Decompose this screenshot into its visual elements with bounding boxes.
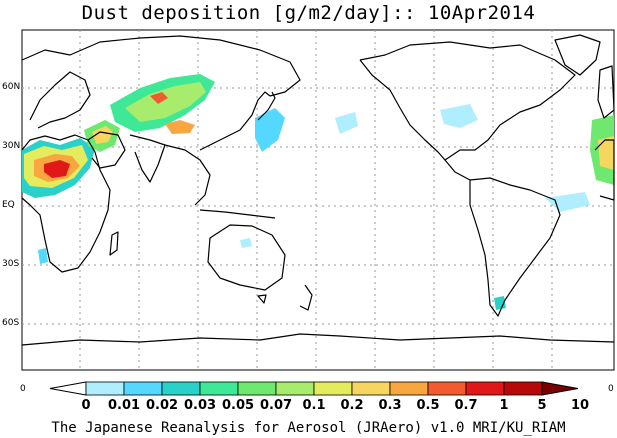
colorbar-tick-label: 0.07	[259, 398, 293, 413]
lat-label-60n: 60N	[2, 82, 21, 92]
colorbar-swatch	[123, 381, 163, 396]
coast-europe-right	[597, 65, 615, 119]
coast-japan	[257, 91, 276, 121]
coast-samerica	[469, 177, 561, 317]
coast-madagascar	[109, 231, 119, 256]
colorbar-tick-label: 5	[537, 398, 547, 413]
colorbar-swatch	[161, 381, 201, 396]
colorbar-tick-label: 0.01	[107, 398, 141, 413]
lat-label-30n: 30N	[2, 141, 21, 151]
dust-region-pacific-plume	[255, 108, 285, 152]
credit-line: The Japanese Reanalysis for Aerosol (JRA…	[51, 420, 566, 436]
map-title: Dust deposition [g/m2/day]:: 10Apr2014	[81, 2, 536, 24]
dust-region-australia	[240, 238, 252, 248]
coast-eurasia-north	[21, 35, 301, 97]
dust-region-asia-band-mid	[125, 82, 206, 122]
coast-nz	[299, 284, 313, 311]
dust-field	[22, 74, 614, 310]
colorbar-tick-label: 10	[570, 398, 590, 413]
lat-label-30s: 30S	[2, 259, 20, 269]
edge-label-right: 0	[608, 384, 614, 394]
dust-region-atlantic-east-core	[598, 136, 614, 170]
coast-africa-right	[594, 139, 615, 201]
colorbar-tick-label: 0.7	[454, 398, 478, 413]
coast-antarctica	[21, 333, 615, 346]
dust-region-namerica	[440, 104, 478, 128]
colorbar-swatch	[389, 381, 429, 396]
coast-tasmania	[257, 294, 267, 304]
coast-arabia	[87, 131, 126, 169]
colorbar-swatch	[313, 381, 353, 396]
dust-region-taklamakan	[165, 120, 195, 134]
coast-india	[129, 134, 166, 183]
colorbar-tick-label: 0	[81, 398, 91, 413]
colorbar-swatch	[465, 381, 505, 396]
colorbar-tick-label: 0.05	[221, 398, 255, 413]
dust-region-samerica	[545, 192, 590, 212]
colorbar-swatch	[427, 381, 467, 396]
coast-australia	[207, 224, 286, 291]
coast-se-asia	[164, 144, 211, 206]
colorbar-tick-label: 0.03	[183, 398, 217, 413]
dust-region-pacific-plume-2	[335, 112, 358, 134]
colorbar-swatch	[275, 381, 315, 396]
coast-indonesia	[199, 209, 276, 219]
coast-africa	[21, 134, 111, 273]
colorbar-tick-label: 0.3	[378, 398, 402, 413]
coast-china	[199, 91, 271, 151]
edge-label-left: 0	[20, 384, 26, 394]
dust-region-gobi	[150, 92, 168, 104]
colorbar-swatch	[85, 381, 125, 396]
colorbar-swatch	[237, 381, 277, 396]
colorbar-swatch	[199, 381, 239, 396]
colorbar-swatch	[351, 381, 391, 396]
coast-europe	[29, 71, 91, 129]
dust-region-patagonia	[494, 296, 506, 310]
colorbar-min-arrow	[49, 381, 87, 396]
coast-namerica	[359, 41, 576, 181]
lat-label-60s: 60S	[2, 318, 20, 328]
coast-greenland	[554, 34, 601, 76]
colorbar-tick-label: 1	[499, 398, 509, 413]
dust-region-sahara-core	[44, 160, 70, 178]
colorbar-swatch	[503, 381, 543, 396]
coastlines	[21, 34, 615, 346]
colorbar-tick-label: 0.5	[416, 398, 440, 413]
colorbar-tick-label: 0.1	[302, 398, 326, 413]
gridlines	[22, 30, 614, 370]
lat-label-eq: EQ	[2, 200, 15, 210]
coast-namerica-west	[359, 59, 446, 161]
dust-region-safrica	[38, 248, 48, 264]
colorbar-max-arrow	[541, 381, 579, 396]
colorbar-tick-label: 0.02	[145, 398, 179, 413]
dust-region-arabia-core	[92, 126, 113, 144]
colorbar-tick-label: 0.2	[340, 398, 364, 413]
